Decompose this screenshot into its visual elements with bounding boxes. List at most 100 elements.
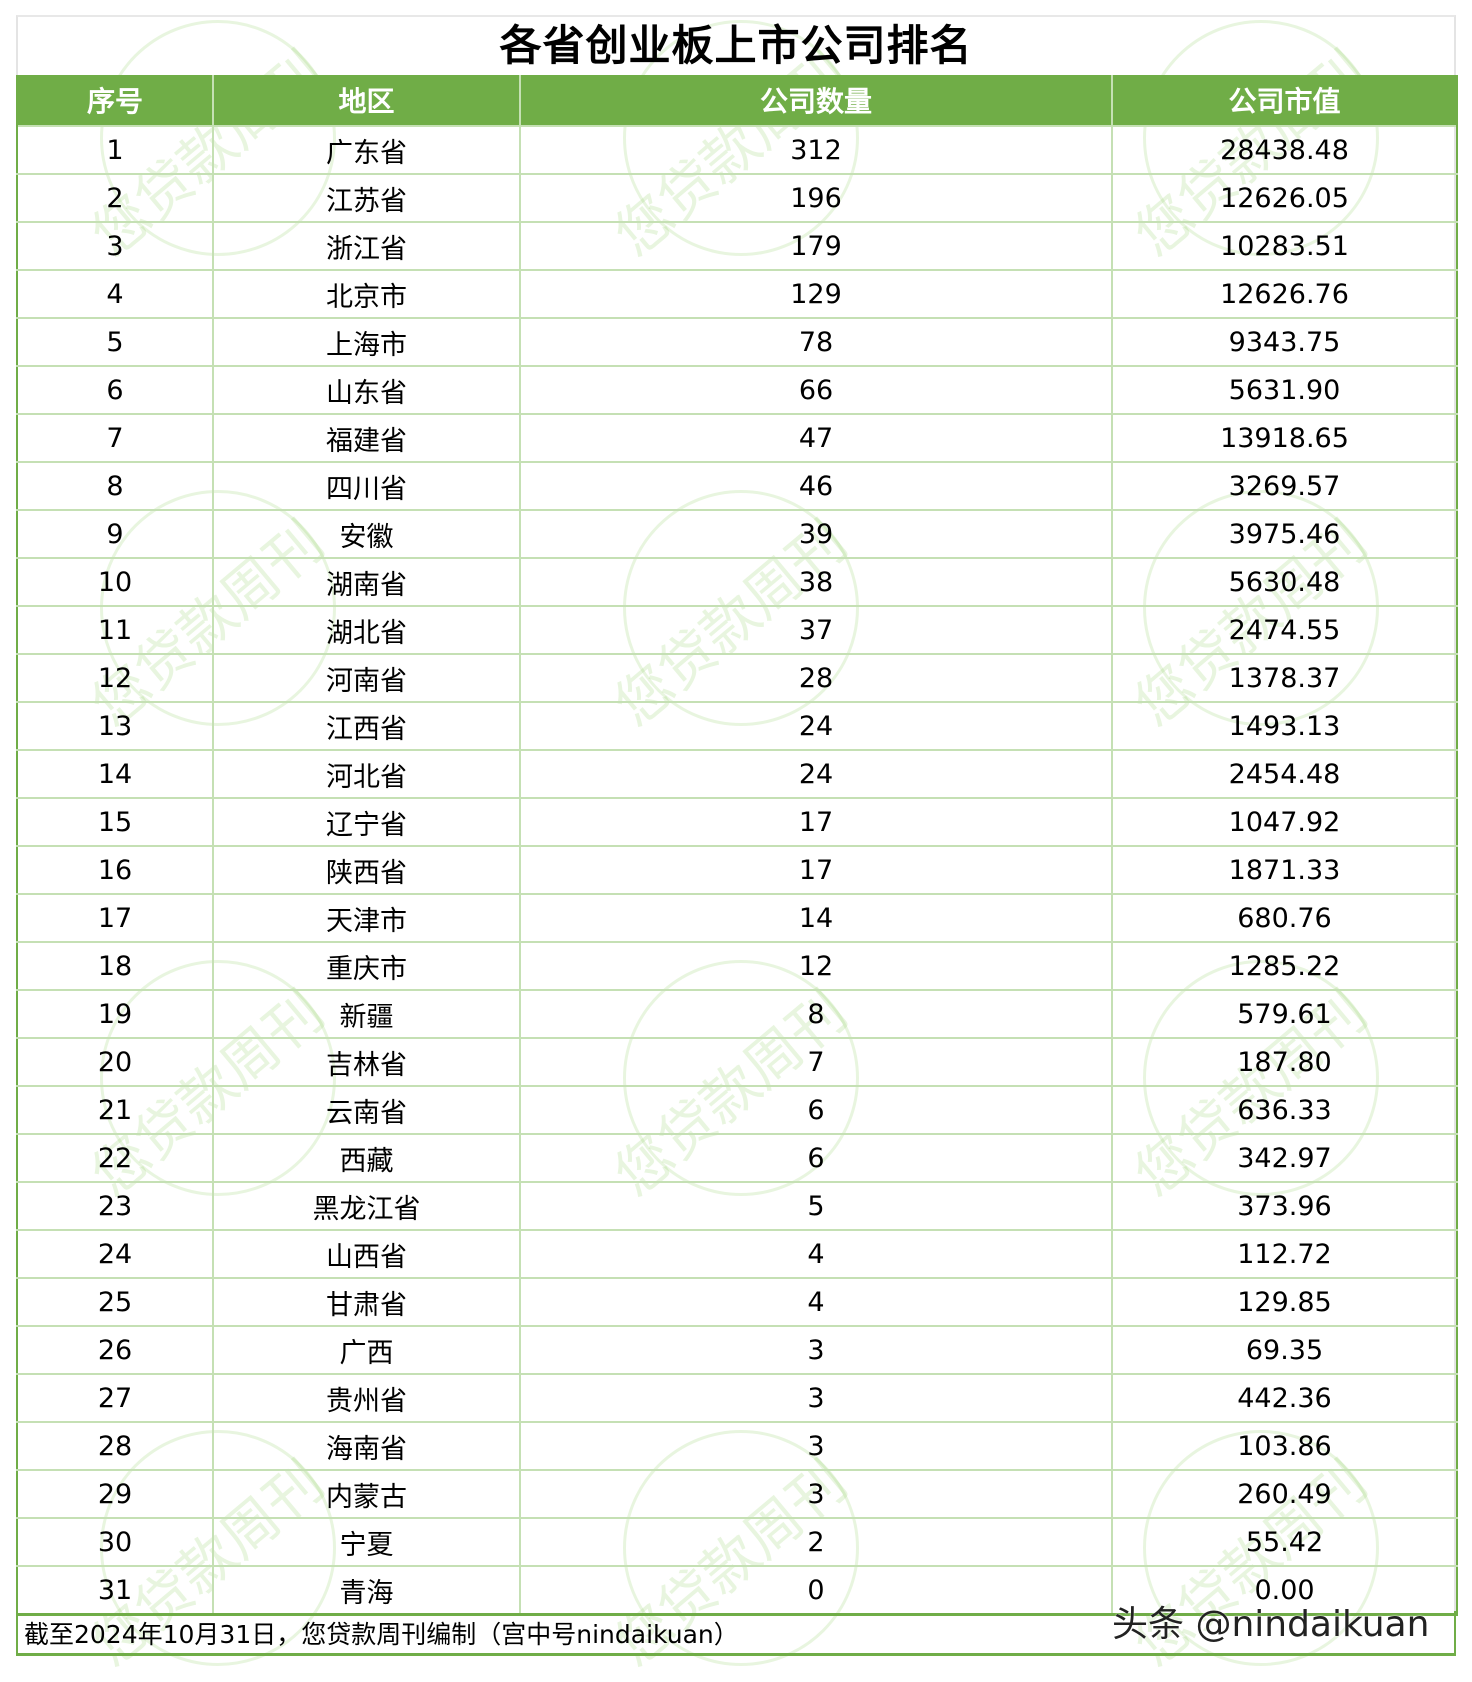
- cell-rank: 4: [16, 269, 214, 319]
- cell-rank: 9: [16, 509, 214, 559]
- cell-rank: 17: [16, 893, 214, 943]
- cell-company-count: 129: [519, 269, 1113, 319]
- cell-region: 山东省: [212, 365, 521, 415]
- cell-company-count: 39: [519, 509, 1113, 559]
- cell-rank: 2: [16, 173, 214, 223]
- cell-rank: 11: [16, 605, 214, 655]
- cell-region: 青海: [212, 1565, 521, 1616]
- cell-market-value: 1493.13: [1111, 701, 1458, 751]
- cell-company-count: 17: [519, 797, 1113, 847]
- header-market-value: 公司市值: [1111, 75, 1458, 126]
- cell-market-value: 10283.51: [1111, 221, 1458, 271]
- cell-region: 上海市: [212, 317, 521, 367]
- cell-company-count: 37: [519, 605, 1113, 655]
- cell-company-count: 0: [519, 1565, 1113, 1616]
- cell-company-count: 3: [519, 1469, 1113, 1519]
- table-row: 4 北京市 129 12626.76: [16, 269, 1458, 319]
- cell-region: 辽宁省: [212, 797, 521, 847]
- table-row: 3 浙江省 179 10283.51: [16, 221, 1458, 271]
- table-row: 29 内蒙古 3 260.49: [16, 1469, 1458, 1519]
- cell-company-count: 3: [519, 1373, 1113, 1423]
- cell-market-value: 2474.55: [1111, 605, 1458, 655]
- cell-market-value: 1047.92: [1111, 797, 1458, 847]
- table-row: 20 吉林省 7 187.80: [16, 1037, 1458, 1087]
- page-title: 各省创业板上市公司排名: [499, 21, 973, 70]
- cell-rank: 13: [16, 701, 214, 751]
- table-row: 26 广西 3 69.35: [16, 1325, 1458, 1375]
- cell-region: 湖北省: [212, 605, 521, 655]
- cell-company-count: 312: [519, 125, 1113, 175]
- table-row: 5 上海市 78 9343.75: [16, 317, 1458, 367]
- cell-rank: 24: [16, 1229, 214, 1279]
- cell-market-value: 13918.65: [1111, 413, 1458, 463]
- cell-rank: 1: [16, 125, 214, 175]
- table-row: 18 重庆市 12 1285.22: [16, 941, 1458, 991]
- cell-region: 福建省: [212, 413, 521, 463]
- footnote: 截至2024年10月31日，您贷款周刊编制（宫中号nindaikuan）: [24, 1620, 739, 1649]
- source-credit: 头条 @nindaikuan: [1112, 1604, 1430, 1645]
- cell-region: 江苏省: [212, 173, 521, 223]
- cell-rank: 21: [16, 1085, 214, 1135]
- table-row: 30 宁夏 2 55.42: [16, 1517, 1458, 1567]
- cell-rank: 8: [16, 461, 214, 511]
- cell-rank: 16: [16, 845, 214, 895]
- cell-region: 河南省: [212, 653, 521, 703]
- cell-company-count: 8: [519, 989, 1113, 1039]
- cell-market-value: 342.97: [1111, 1133, 1458, 1183]
- cell-region: 北京市: [212, 269, 521, 319]
- table-row: 24 山西省 4 112.72: [16, 1229, 1458, 1279]
- table-row: 17 天津市 14 680.76: [16, 893, 1458, 943]
- header-row: 序号 地区 公司数量 公司市值: [16, 75, 1458, 126]
- cell-market-value: 442.36: [1111, 1373, 1458, 1423]
- cell-market-value: 1378.37: [1111, 653, 1458, 703]
- table-row: 31 青海 0 0.00: [16, 1565, 1458, 1616]
- table-row: 9 安徽 39 3975.46: [16, 509, 1458, 559]
- cell-region: 广东省: [212, 125, 521, 175]
- cell-company-count: 3: [519, 1421, 1113, 1471]
- cell-company-count: 2: [519, 1517, 1113, 1567]
- table-row: 16 陕西省 17 1871.33: [16, 845, 1458, 895]
- table-row: 15 辽宁省 17 1047.92: [16, 797, 1458, 847]
- cell-region: 海南省: [212, 1421, 521, 1471]
- cell-region: 天津市: [212, 893, 521, 943]
- cell-rank: 28: [16, 1421, 214, 1471]
- cell-region: 江西省: [212, 701, 521, 751]
- cell-company-count: 38: [519, 557, 1113, 607]
- table-row: 1 广东省 312 28438.48: [16, 125, 1458, 175]
- cell-market-value: 5630.48: [1111, 557, 1458, 607]
- cell-market-value: 103.86: [1111, 1421, 1458, 1471]
- cell-market-value: 1285.22: [1111, 941, 1458, 991]
- cell-market-value: 28438.48: [1111, 125, 1458, 175]
- cell-rank: 15: [16, 797, 214, 847]
- cell-region: 湖南省: [212, 557, 521, 607]
- table-row: 21 云南省 6 636.33: [16, 1085, 1458, 1135]
- table-row: 8 四川省 46 3269.57: [16, 461, 1458, 511]
- cell-market-value: 680.76: [1111, 893, 1458, 943]
- cell-market-value: 260.49: [1111, 1469, 1458, 1519]
- cell-rank: 29: [16, 1469, 214, 1519]
- cell-region: 云南省: [212, 1085, 521, 1135]
- cell-company-count: 14: [519, 893, 1113, 943]
- cell-market-value: 2454.48: [1111, 749, 1458, 799]
- cell-company-count: 3: [519, 1325, 1113, 1375]
- cell-company-count: 78: [519, 317, 1113, 367]
- table-row: 2 江苏省 196 12626.05: [16, 173, 1458, 223]
- cell-market-value: 112.72: [1111, 1229, 1458, 1279]
- cell-company-count: 4: [519, 1229, 1113, 1279]
- header-company-count: 公司数量: [519, 75, 1113, 126]
- cell-market-value: 3269.57: [1111, 461, 1458, 511]
- cell-rank: 23: [16, 1181, 214, 1231]
- cell-region: 甘肃省: [212, 1277, 521, 1327]
- ranking-table: 序号 地区 公司数量 公司市值 1 广东省 312 28438.48 2 江苏省 196 12…: [16, 75, 1458, 1616]
- cell-region: 安徽: [212, 509, 521, 559]
- cell-rank: 31: [16, 1565, 214, 1616]
- footer: 截至2024年10月31日，您贷款周刊编制（宫中号nindaikuan）: [16, 1611, 1456, 1656]
- cell-rank: 20: [16, 1037, 214, 1087]
- table-row: 27 贵州省 3 442.36: [16, 1373, 1458, 1423]
- header-rank: 序号: [16, 75, 214, 126]
- cell-market-value: 0.00: [1111, 1565, 1458, 1616]
- cell-market-value: 3975.46: [1111, 509, 1458, 559]
- cell-market-value: 9343.75: [1111, 317, 1458, 367]
- cell-market-value: 69.35: [1111, 1325, 1458, 1375]
- cell-rank: 3: [16, 221, 214, 271]
